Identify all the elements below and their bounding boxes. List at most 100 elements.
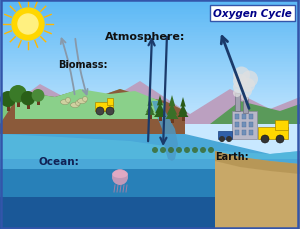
Bar xyxy=(0,97,300,99)
Bar xyxy=(0,113,300,115)
Circle shape xyxy=(112,169,128,185)
Bar xyxy=(0,57,300,58)
Bar xyxy=(0,84,300,86)
Bar xyxy=(0,18,300,19)
Bar xyxy=(0,65,300,66)
Bar xyxy=(0,108,300,110)
Polygon shape xyxy=(0,169,300,199)
Bar xyxy=(37,101,40,106)
Bar xyxy=(0,34,300,35)
Ellipse shape xyxy=(70,103,80,108)
Bar xyxy=(0,117,300,118)
Circle shape xyxy=(82,97,88,102)
Bar xyxy=(0,125,300,126)
Bar xyxy=(0,105,300,107)
Bar xyxy=(0,73,300,74)
Polygon shape xyxy=(155,103,165,114)
Bar xyxy=(0,6,300,8)
Circle shape xyxy=(241,94,249,101)
Bar xyxy=(242,131,246,135)
Circle shape xyxy=(176,147,182,153)
Bar xyxy=(235,131,239,135)
Bar xyxy=(0,41,300,42)
Polygon shape xyxy=(215,151,300,229)
Bar xyxy=(0,78,300,79)
Bar xyxy=(0,37,300,39)
Text: Atmosphere:: Atmosphere: xyxy=(105,32,185,42)
Bar xyxy=(0,16,300,18)
Bar xyxy=(0,70,300,71)
Bar xyxy=(0,121,300,123)
Bar xyxy=(0,71,300,73)
Circle shape xyxy=(152,147,158,153)
Bar xyxy=(107,98,113,106)
Polygon shape xyxy=(146,104,154,113)
Text: Ocean:: Ocean: xyxy=(38,156,79,166)
Bar xyxy=(0,32,300,34)
Bar xyxy=(0,45,300,47)
Bar xyxy=(0,123,300,125)
Polygon shape xyxy=(148,98,152,106)
Bar xyxy=(0,82,300,84)
Circle shape xyxy=(200,147,206,153)
Polygon shape xyxy=(152,101,178,161)
Bar xyxy=(0,61,300,63)
Polygon shape xyxy=(178,105,188,114)
Bar xyxy=(0,47,300,49)
Bar xyxy=(0,197,300,229)
Bar xyxy=(0,42,300,44)
Circle shape xyxy=(21,92,35,106)
Bar xyxy=(0,81,300,82)
Ellipse shape xyxy=(112,170,128,178)
Bar xyxy=(0,35,300,37)
Polygon shape xyxy=(145,109,155,115)
Bar xyxy=(0,3,300,5)
Bar xyxy=(218,131,232,139)
Bar xyxy=(0,60,300,61)
Bar xyxy=(0,95,300,97)
Bar xyxy=(0,104,300,105)
Bar xyxy=(0,102,300,104)
Bar xyxy=(95,103,113,112)
Bar xyxy=(0,21,300,23)
Bar xyxy=(0,58,300,60)
Bar xyxy=(235,123,239,128)
Bar xyxy=(0,120,300,121)
Bar xyxy=(258,128,288,139)
Bar xyxy=(0,124,300,229)
Bar xyxy=(0,27,300,29)
Ellipse shape xyxy=(77,99,86,104)
Polygon shape xyxy=(0,134,300,159)
Circle shape xyxy=(32,90,44,102)
Circle shape xyxy=(226,136,232,142)
Bar xyxy=(0,74,300,76)
Bar xyxy=(0,128,300,129)
Circle shape xyxy=(219,136,225,142)
Bar xyxy=(0,29,300,31)
Bar xyxy=(0,99,300,100)
Polygon shape xyxy=(0,90,185,124)
Circle shape xyxy=(233,75,247,89)
Text: Earth:: Earth: xyxy=(215,151,249,161)
Circle shape xyxy=(65,98,70,103)
Bar xyxy=(0,44,300,45)
Bar xyxy=(0,8,300,10)
Bar xyxy=(0,55,300,57)
Circle shape xyxy=(96,108,104,115)
Circle shape xyxy=(192,147,198,153)
Circle shape xyxy=(233,67,250,84)
Bar xyxy=(0,11,300,13)
Circle shape xyxy=(168,147,174,153)
Bar xyxy=(0,94,300,95)
Polygon shape xyxy=(0,134,300,174)
Circle shape xyxy=(261,135,269,143)
Bar xyxy=(0,118,300,120)
Polygon shape xyxy=(169,95,175,107)
Bar xyxy=(0,0,300,2)
Bar xyxy=(0,50,300,52)
Circle shape xyxy=(76,101,80,106)
Bar xyxy=(0,23,300,24)
Polygon shape xyxy=(0,90,185,154)
Circle shape xyxy=(18,15,38,35)
Bar xyxy=(0,126,300,128)
